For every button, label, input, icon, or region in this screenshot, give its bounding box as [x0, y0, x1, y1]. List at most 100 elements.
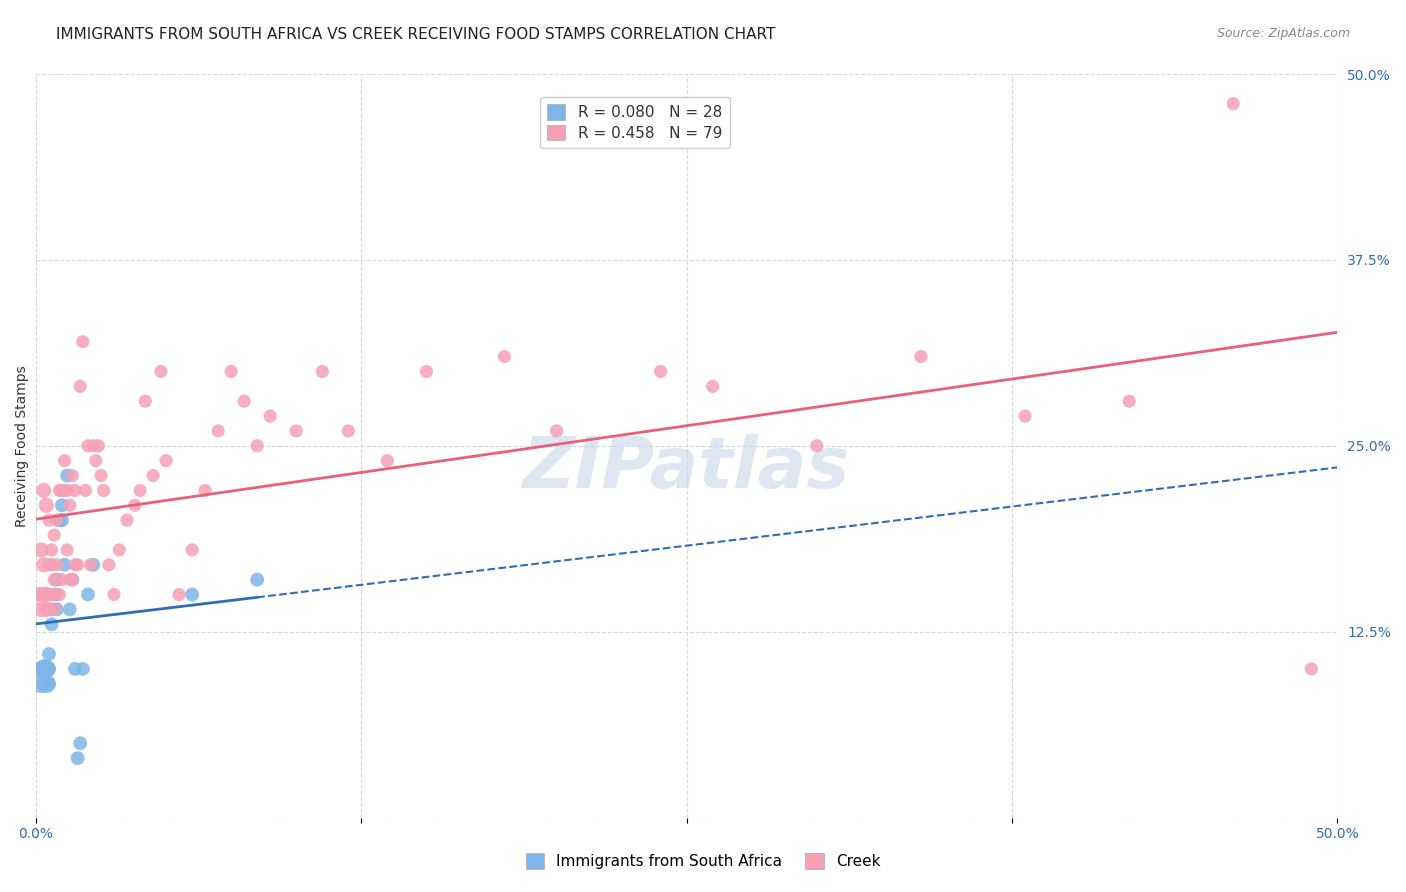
Point [285, 424, 308, 438]
Point [30, 542, 52, 557]
Point [72, 334, 94, 349]
Point [44, 573, 66, 587]
Point [134, 394, 156, 409]
Point [48, 513, 70, 527]
Point [103, 588, 125, 602]
Point [35, 677, 58, 691]
Point [181, 542, 204, 557]
Point [246, 439, 269, 453]
Point [30, 602, 52, 616]
Point [45, 588, 67, 602]
Point [45, 513, 67, 527]
Point [63, 558, 86, 572]
Point [59, 602, 82, 616]
Point [415, 364, 437, 378]
Point [38, 647, 60, 661]
Point [35, 662, 58, 676]
Point [546, 424, 568, 438]
Legend: Immigrants from South Africa, Creek: Immigrants from South Africa, Creek [520, 847, 886, 875]
Point [60, 573, 83, 587]
Point [77, 439, 100, 453]
Point [44, 588, 66, 602]
Y-axis label: Receiving Food Stamps: Receiving Food Stamps [15, 365, 30, 526]
Point [41, 558, 63, 572]
Point [35, 498, 58, 512]
Point [38, 513, 60, 527]
Point [45, 573, 67, 587]
Point [69, 379, 91, 393]
Point [32, 662, 55, 676]
Point [79, 558, 101, 572]
Point [51, 498, 73, 512]
Point [60, 468, 83, 483]
Point [44, 602, 66, 616]
Point [142, 468, 165, 483]
Point [45, 602, 67, 616]
Point [149, 364, 172, 378]
Point [32, 588, 55, 602]
Point [93, 483, 115, 498]
Point [45, 558, 67, 572]
Point [311, 364, 333, 378]
Point [51, 573, 73, 587]
Point [53, 483, 76, 498]
Point [66, 751, 89, 765]
Point [38, 662, 60, 676]
Point [84, 453, 107, 467]
Point [650, 364, 672, 378]
Point [82, 439, 104, 453]
Point [82, 558, 104, 572]
Point [167, 588, 190, 602]
Point [38, 677, 60, 691]
Point [53, 558, 76, 572]
Point [129, 483, 152, 498]
Point [233, 394, 256, 409]
Point [51, 483, 73, 498]
Point [155, 453, 177, 467]
Point [1118, 394, 1140, 409]
Point [53, 453, 76, 467]
Point [72, 662, 94, 676]
Point [97, 558, 120, 572]
Text: Source: ZipAtlas.com: Source: ZipAtlas.com [1216, 27, 1350, 40]
Point [59, 573, 82, 587]
Point [51, 513, 73, 527]
Point [207, 424, 229, 438]
Point [66, 558, 89, 572]
Point [44, 528, 66, 542]
Point [41, 617, 63, 632]
Point [32, 483, 55, 498]
Point [181, 588, 204, 602]
Point [59, 498, 82, 512]
Point [32, 662, 55, 676]
Point [90, 468, 112, 483]
Point [1014, 409, 1036, 423]
Point [32, 558, 55, 572]
Point [35, 602, 58, 616]
Point [246, 573, 269, 587]
Point [27, 588, 49, 602]
Point [35, 588, 58, 602]
Point [375, 453, 398, 467]
Point [702, 379, 724, 393]
Point [124, 498, 146, 512]
Point [494, 350, 516, 364]
Point [30, 677, 52, 691]
Point [259, 409, 281, 423]
Point [910, 350, 932, 364]
Point [77, 588, 100, 602]
Point [806, 439, 828, 453]
Point [69, 736, 91, 750]
Point [63, 483, 86, 498]
Point [56, 483, 79, 498]
Text: ZIPatlas: ZIPatlas [523, 434, 851, 502]
Point [41, 542, 63, 557]
Point [337, 424, 360, 438]
Point [63, 662, 86, 676]
Point [75, 483, 97, 498]
Point [115, 513, 138, 527]
Point [56, 468, 79, 483]
Point [56, 542, 79, 557]
Point [1222, 96, 1244, 111]
Point [38, 558, 60, 572]
